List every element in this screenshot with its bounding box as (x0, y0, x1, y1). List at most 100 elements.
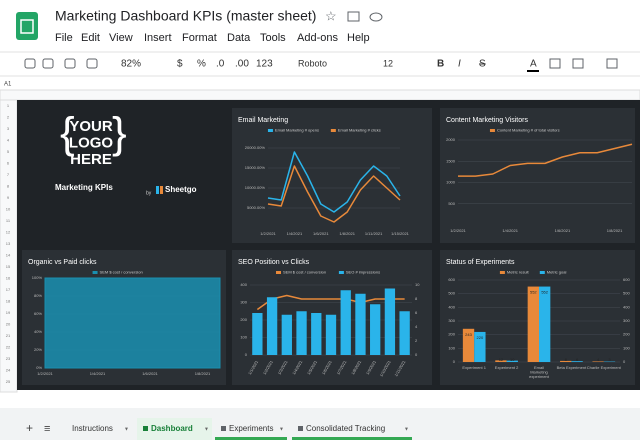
sheets-icon[interactable] (16, 12, 38, 40)
tab-color (292, 437, 412, 440)
logo-text: YOUR (69, 118, 113, 135)
tab-menu[interactable]: ▼ (279, 426, 284, 432)
tab-menu[interactable]: ▼ (204, 426, 209, 432)
tool-button[interactable]: 123 (256, 59, 273, 70)
row-number: 3 (7, 126, 10, 131)
brand-icon (160, 186, 163, 194)
y-tick-label: 400 (448, 304, 455, 309)
logo-text: LOGO (69, 134, 113, 151)
y-tick-label: 2000 (446, 137, 456, 142)
tool-button[interactable]: S (479, 59, 486, 70)
menu-item[interactable]: View (109, 32, 133, 44)
y-tick-label: 0 (245, 352, 248, 357)
legend-swatch (330, 129, 336, 132)
tool-icon[interactable] (86, 58, 98, 69)
bar (592, 361, 604, 362)
tab[interactable] (292, 418, 412, 440)
tab[interactable] (137, 418, 212, 440)
y-tick-label: 20000.00% (245, 145, 266, 150)
x-tick-label: 1/6/2021 (313, 231, 329, 236)
bar (266, 297, 278, 355)
star-icon[interactable]: ☆ (325, 8, 337, 23)
row-number: 9 (7, 195, 10, 200)
x-tick-label: 1/8/2021 (195, 371, 211, 376)
tool-button[interactable]: A (530, 59, 537, 70)
tool-icon[interactable] (64, 58, 76, 69)
y-tick-label: 100 (240, 335, 247, 340)
tool-icon[interactable] (42, 58, 54, 69)
legend-swatch (499, 271, 505, 274)
tool-button[interactable]: .0 (216, 59, 225, 70)
y2-tick-label: 300 (623, 318, 630, 323)
y2-tick-label: 600 (623, 277, 630, 282)
tool-icon[interactable] (24, 58, 36, 69)
menu-item[interactable]: Format (182, 32, 217, 44)
menu-item[interactable]: Add-ons (297, 32, 338, 44)
y2-tick-label: 100 (623, 345, 630, 350)
menu-item[interactable]: Data (227, 32, 251, 44)
menu-item[interactable]: Help (347, 32, 370, 44)
tool-icon[interactable] (606, 58, 618, 69)
all-sheets[interactable]: ≡ (44, 423, 50, 435)
data-label: 10 (510, 357, 515, 362)
x-tick-label: Experiment 1 (462, 365, 486, 370)
tab-menu[interactable]: ▼ (404, 426, 409, 432)
tool-button[interactable]: .00 (235, 59, 249, 70)
tool-button[interactable]: $ (177, 59, 183, 70)
tab-menu[interactable]: ▼ (124, 426, 129, 432)
chart-title: Email Marketing (238, 117, 288, 124)
tool-button[interactable]: % (197, 59, 206, 70)
row-number: 19 (6, 310, 11, 315)
row-number: 18 (6, 298, 11, 303)
y-tick-label: 0% (36, 365, 42, 370)
tab[interactable] (215, 418, 287, 440)
tool-button[interactable]: 12 (383, 58, 393, 68)
menu-item[interactable]: Insert (144, 32, 172, 44)
tab[interactable] (62, 418, 132, 440)
bar (325, 314, 337, 355)
tool-button[interactable]: 82% (121, 59, 141, 70)
y-tick-label: 100% (32, 275, 43, 280)
y-tick-label: 15000.00% (245, 165, 266, 170)
legend-label: Email Marketing # opens (275, 128, 319, 133)
x-tick-label: 1/2/2021 (450, 228, 466, 233)
tab-color (215, 437, 287, 440)
name-box[interactable]: A1 (4, 82, 12, 88)
menu-item[interactable]: Tools (260, 32, 286, 44)
tool-button[interactable]: Roboto (298, 58, 327, 68)
tab-label[interactable]: Dashboard (151, 424, 193, 433)
y-tick-label: 600 (448, 277, 455, 282)
logo-text: HERE (70, 151, 112, 168)
x-tick-label: 1/6/2021 (142, 371, 158, 376)
row-number: 15 (6, 264, 11, 269)
bar (560, 360, 572, 362)
y-tick-label: 10000.00% (245, 185, 266, 190)
add-sheet[interactable]: + (26, 421, 33, 435)
tab-label[interactable]: Instructions (72, 424, 113, 433)
row-number: 16 (6, 275, 11, 280)
bar (495, 360, 507, 362)
tool-button[interactable]: I (458, 59, 461, 70)
row-number: 22 (6, 344, 11, 349)
legend-swatch (92, 271, 98, 274)
tabs: Instructions ▼ Dashboard ▼ Experiments ▼ Conso… (62, 418, 412, 440)
tool-icon[interactable] (572, 58, 584, 69)
tool-button[interactable]: B (437, 59, 444, 70)
by: by (146, 190, 152, 196)
line (267, 151, 401, 213)
bar (539, 286, 551, 362)
cloud-icon[interactable] (369, 12, 383, 22)
tab-label[interactable]: Experiments (229, 424, 273, 433)
y-tick-label: 1500 (446, 158, 456, 163)
tool-icon[interactable] (549, 58, 561, 69)
lock-icon (298, 426, 303, 431)
folder-icon[interactable] (347, 11, 360, 22)
tab-label[interactable]: Consolidated Tracking (306, 424, 385, 433)
menu-item[interactable]: File (55, 32, 73, 44)
menu-item[interactable]: Edit (81, 32, 100, 44)
doc-title[interactable]: Marketing Dashboard KPIs (master sheet) (55, 8, 316, 24)
bar (506, 360, 518, 362)
data-label: 552 (530, 290, 537, 295)
